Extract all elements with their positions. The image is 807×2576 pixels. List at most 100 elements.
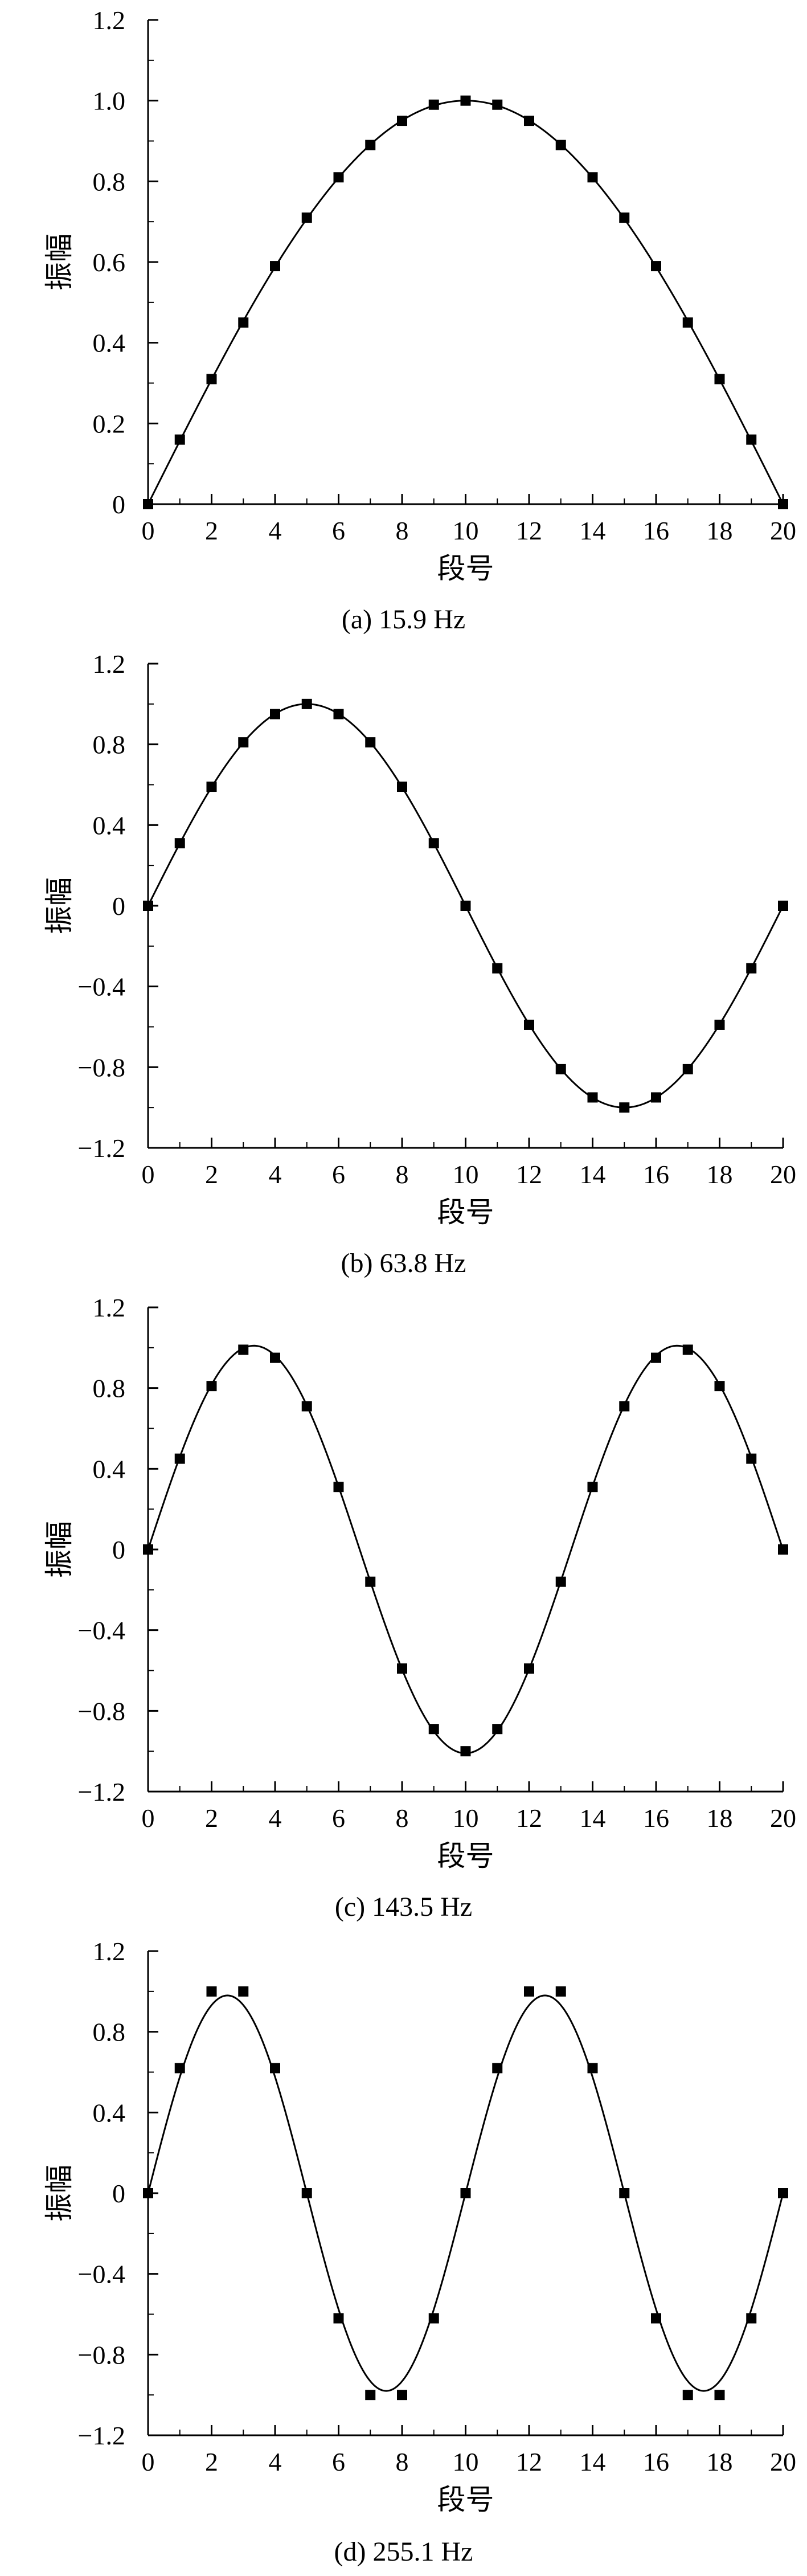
x-tick-label: 4 bbox=[269, 2447, 282, 2476]
data-point bbox=[555, 1986, 566, 1997]
x-tick-label: 18 bbox=[707, 1804, 733, 1833]
data-point bbox=[524, 1986, 534, 1997]
y-tick-label: 1.0 bbox=[93, 87, 126, 116]
data-point bbox=[428, 99, 439, 110]
x-tick-label: 12 bbox=[516, 516, 542, 545]
data-point bbox=[301, 698, 312, 709]
y-tick-label: 1.2 bbox=[93, 1293, 126, 1322]
y-tick-label: 0 bbox=[112, 892, 125, 921]
x-tick-label: 10 bbox=[453, 516, 479, 545]
x-tick-label: 20 bbox=[770, 1160, 796, 1189]
data-point bbox=[333, 1482, 344, 1493]
data-point bbox=[206, 782, 217, 792]
chart-caption: (d) 255.1 Hz bbox=[334, 2537, 473, 2567]
data-point bbox=[333, 2313, 344, 2324]
data-point bbox=[778, 1544, 788, 1555]
x-tick-label: 14 bbox=[580, 516, 606, 545]
x-tick-label: 2 bbox=[205, 1160, 218, 1189]
x-tick-label: 18 bbox=[707, 2447, 733, 2476]
chart-caption: (c) 143.5 Hz bbox=[334, 1892, 473, 1922]
data-point bbox=[174, 2063, 185, 2074]
series-line bbox=[147, 100, 784, 505]
data-point bbox=[238, 1344, 249, 1355]
y-tick-label: −1.2 bbox=[78, 1134, 125, 1163]
x-tick-label: 4 bbox=[269, 516, 282, 545]
data-point bbox=[206, 1986, 217, 1997]
chart-panel-d: −1.2 −0.8 −0.4 0 0.4 0.8 1.2 0 2 4 6 8 10 12 14 16 18 20 段… bbox=[0, 1931, 807, 2576]
data-point bbox=[174, 434, 185, 445]
chart-panel-a: 0 0.2 0.4 0.6 0.8 1.0 1.2 0 2 4 6 8 10 12 14 16 18 20 段号 振幅… bbox=[0, 0, 807, 644]
x-axis-title: 段号 bbox=[437, 1839, 494, 1872]
x-tick-label: 16 bbox=[643, 1160, 669, 1189]
data-point bbox=[460, 901, 471, 911]
y-tick-label: 0 bbox=[112, 490, 125, 519]
y-tick-label: −1.2 bbox=[78, 2421, 125, 2450]
data-point bbox=[587, 1482, 598, 1493]
y-tick-label: 0.6 bbox=[93, 248, 126, 277]
data-point bbox=[365, 140, 376, 150]
x-tick-label: 16 bbox=[643, 1804, 669, 1833]
chart-caption: (b) 63.8 Hz bbox=[341, 1248, 466, 1278]
data-point bbox=[682, 317, 693, 328]
data-point bbox=[492, 963, 503, 974]
x-tick-label: 8 bbox=[396, 1160, 409, 1189]
y-axis-title: 振幅 bbox=[43, 1521, 76, 1578]
y-tick-label: 0.8 bbox=[93, 1374, 126, 1403]
data-point bbox=[746, 963, 757, 974]
x-tick-label: 20 bbox=[770, 1804, 796, 1833]
data-point bbox=[651, 2313, 661, 2324]
data-point bbox=[778, 2188, 788, 2198]
data-point bbox=[460, 95, 471, 106]
y-tick-label: 0.4 bbox=[93, 2098, 126, 2127]
x-tick-label: 10 bbox=[453, 2447, 479, 2476]
x-tick-label: 8 bbox=[396, 2447, 409, 2476]
data-point bbox=[270, 261, 280, 272]
x-tick-label: 2 bbox=[205, 516, 218, 545]
y-tick-label: −0.4 bbox=[78, 1616, 125, 1645]
data-point bbox=[524, 1019, 534, 1030]
data-point bbox=[270, 1352, 280, 1363]
data-point bbox=[333, 709, 344, 719]
data-point bbox=[238, 737, 249, 748]
data-point bbox=[397, 1663, 407, 1674]
x-tick-label: 6 bbox=[332, 2447, 345, 2476]
x-tick-label: 4 bbox=[269, 1160, 282, 1189]
x-tick-label: 8 bbox=[396, 516, 409, 545]
x-tick-label: 12 bbox=[516, 2447, 542, 2476]
y-tick-label: −0.8 bbox=[78, 1696, 125, 1725]
chart-panel-c: −1.2 −0.8 −0.4 0 0.4 0.8 1.2 0 2 4 6 8 10 12 14 16 18 20 段… bbox=[0, 1287, 807, 1931]
data-point bbox=[746, 1453, 757, 1464]
data-point bbox=[492, 99, 503, 110]
data-point bbox=[746, 434, 757, 445]
data-point bbox=[587, 2063, 598, 2074]
data-point bbox=[619, 212, 630, 223]
data-point bbox=[143, 901, 153, 911]
x-axis-title: 段号 bbox=[437, 1196, 494, 1229]
x-tick-label: 16 bbox=[643, 2447, 669, 2476]
data-point bbox=[397, 116, 407, 126]
data-point bbox=[619, 1102, 630, 1113]
y-tick-label: 0 bbox=[112, 1535, 125, 1564]
y-tick-label: 0.8 bbox=[93, 167, 126, 196]
data-point bbox=[143, 2188, 153, 2198]
data-point bbox=[365, 1576, 376, 1587]
y-tick-label: 0.4 bbox=[93, 811, 126, 840]
y-tick-label: 1.2 bbox=[93, 6, 126, 35]
data-point bbox=[746, 2313, 757, 2324]
x-tick-label: 12 bbox=[516, 1804, 542, 1833]
data-point bbox=[492, 2063, 503, 2074]
x-tick-label: 20 bbox=[770, 516, 796, 545]
x-tick-label: 8 bbox=[396, 1804, 409, 1833]
data-point bbox=[365, 737, 376, 748]
y-tick-label: 0.4 bbox=[93, 1454, 126, 1483]
data-point bbox=[587, 172, 598, 183]
y-tick-label: −0.8 bbox=[78, 2340, 125, 2369]
data-point bbox=[238, 1986, 249, 1997]
data-point bbox=[714, 1019, 725, 1030]
chart-d: −1.2 −0.8 −0.4 0 0.4 0.8 1.2 0 2 4 6 8 10 12 14 16 18 20 段… bbox=[43, 1937, 796, 2516]
x-tick-label: 16 bbox=[643, 516, 669, 545]
x-tick-label: 14 bbox=[580, 1160, 606, 1189]
x-tick-label: 18 bbox=[707, 1160, 733, 1189]
x-tick-label: 0 bbox=[142, 1804, 155, 1833]
x-tick-label: 20 bbox=[770, 2447, 796, 2476]
